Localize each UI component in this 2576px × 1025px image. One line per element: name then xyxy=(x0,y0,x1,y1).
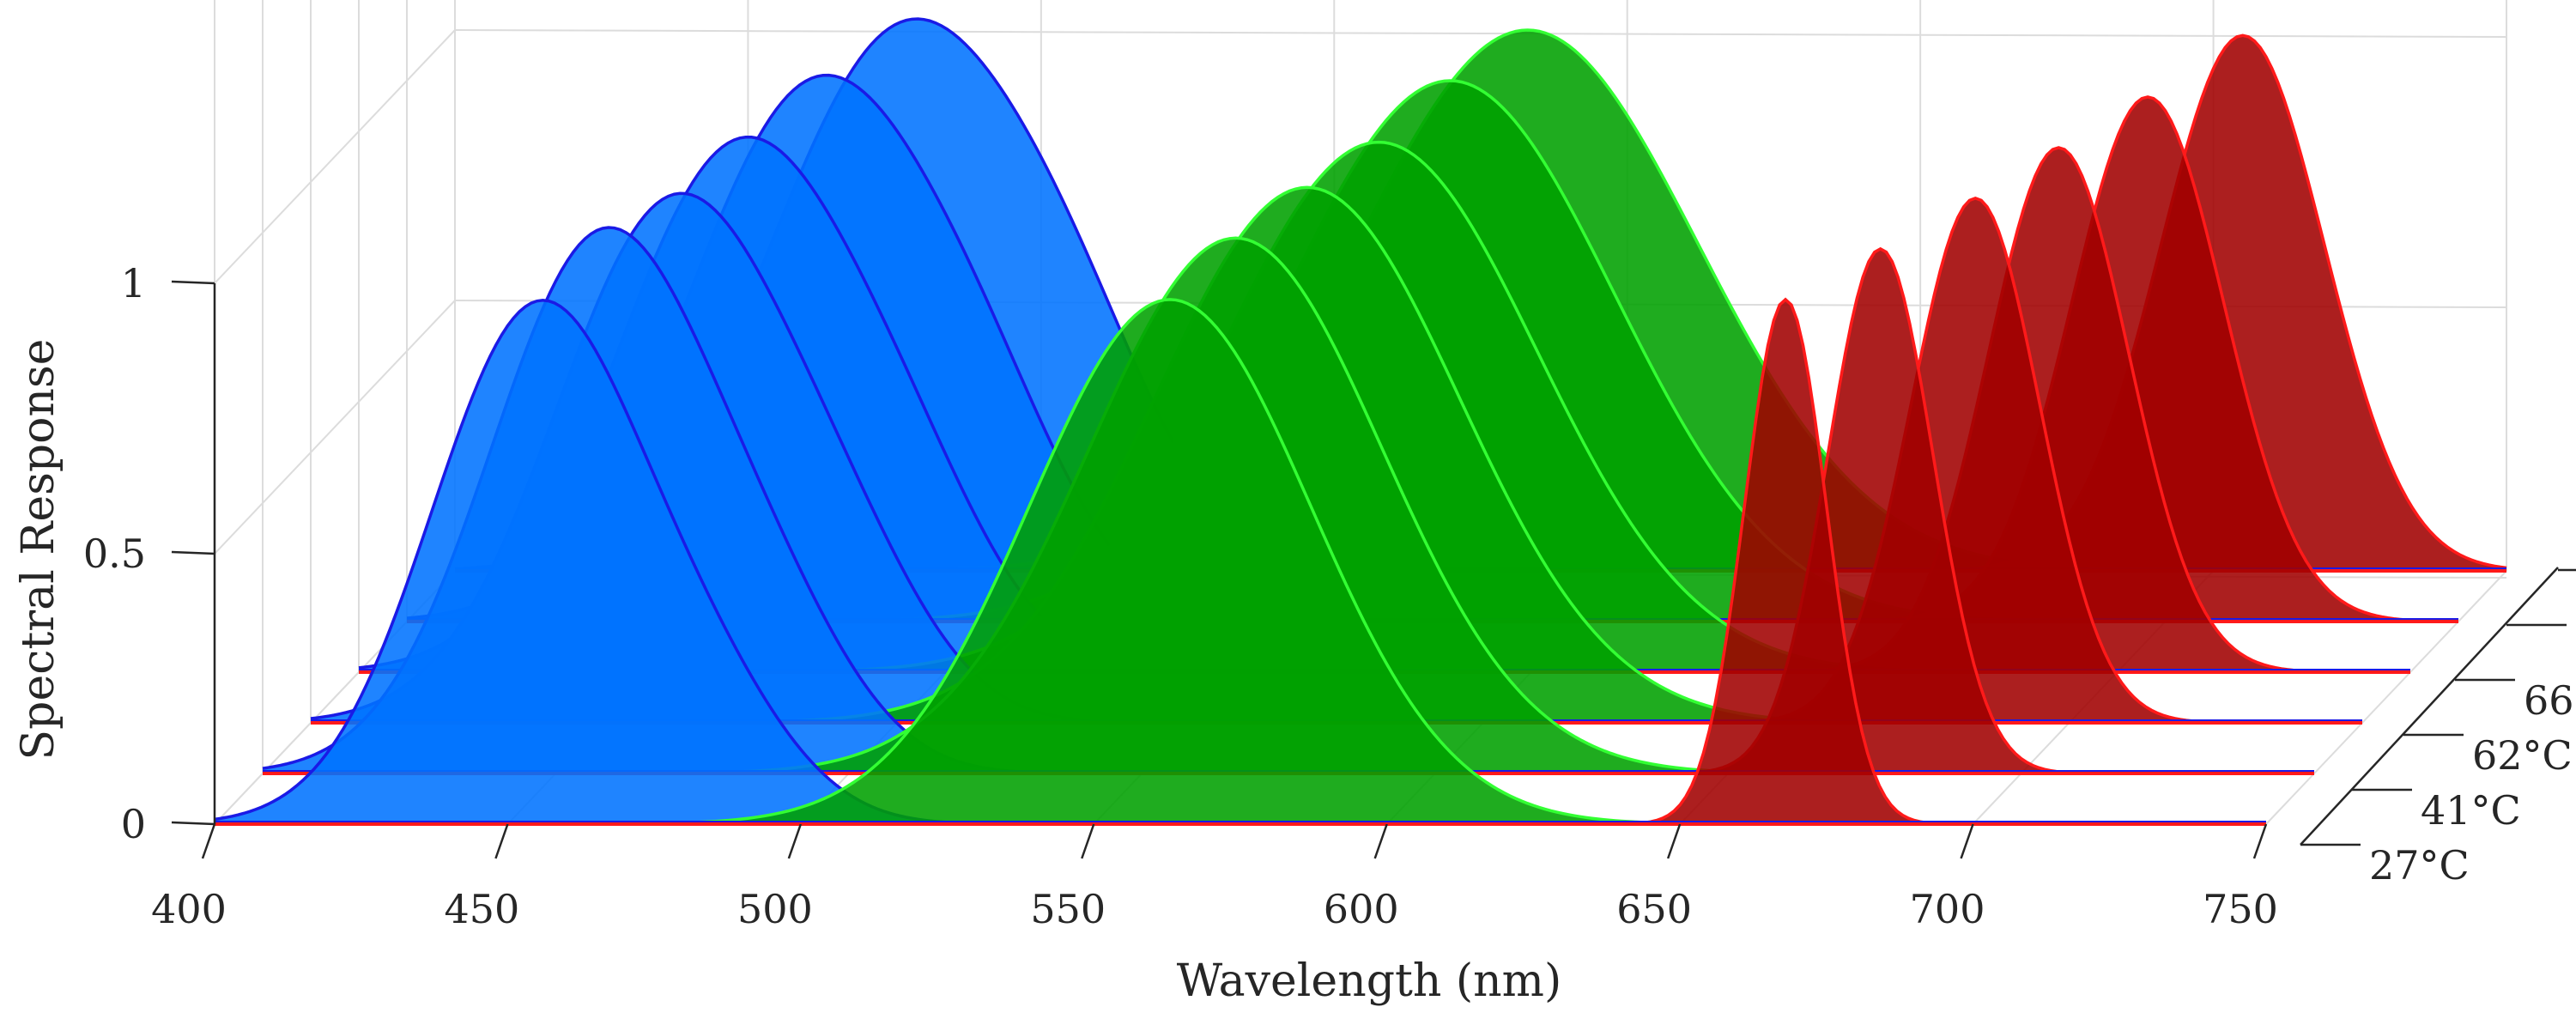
y-axis-label: Spectral Response xyxy=(13,339,64,761)
y-tick-label-1: 1 xyxy=(121,260,146,306)
area-red-41°C xyxy=(1669,248,2092,773)
x-tick-label-650: 650 xyxy=(1616,886,1692,932)
z-tick-label-3: 66°C xyxy=(2524,677,2576,724)
curve-green-27°C xyxy=(607,298,1733,826)
y-tick-0.5 xyxy=(171,550,215,555)
x-tick-500 xyxy=(787,823,803,859)
curve-blue-27°C xyxy=(214,299,960,825)
x-tick-label-500: 500 xyxy=(737,886,813,932)
x-tick-550 xyxy=(1081,823,1095,859)
grid-line-left-h-1 xyxy=(214,300,456,555)
curve-green-41°C xyxy=(649,236,1822,775)
x-tick-700 xyxy=(1960,823,1974,859)
x-tick-label-400: 400 xyxy=(151,886,227,932)
x-tick-label-600: 600 xyxy=(1324,886,1399,932)
area-red-73°C xyxy=(1843,96,2453,622)
z-tick-label-2: 62°C xyxy=(2472,732,2573,779)
x-tick-600 xyxy=(1373,823,1388,859)
z-tick-label-0: 27°C xyxy=(2369,842,2470,889)
grid-line-left-h-2 xyxy=(214,29,456,284)
z-tick-label-1: 41°C xyxy=(2421,787,2521,834)
grid-line-floor-x-7 xyxy=(2265,570,2507,825)
x-tick-400 xyxy=(201,823,216,859)
y-tick-label-0.5: 0.5 xyxy=(83,531,146,577)
curve-red-27°C xyxy=(1621,297,1950,826)
y-tick-label-0: 0 xyxy=(121,801,146,847)
area-blue-27°C xyxy=(215,300,960,825)
y-tick-0 xyxy=(171,821,215,826)
series-layer xyxy=(214,17,2507,826)
area-red-66°C xyxy=(1777,147,2341,672)
z-axis-line xyxy=(2300,567,2559,846)
axis-layer: 400 450 500 550 600 650 700 750 0 0.5 1 27°C 41°C 62°… xyxy=(83,260,2576,932)
y-tick-1 xyxy=(171,280,215,285)
x-tick-750 xyxy=(2252,823,2268,859)
x-tick-650 xyxy=(1666,823,1682,859)
area-green-27°C xyxy=(607,299,1733,824)
x-tick-label-550: 550 xyxy=(1030,886,1106,932)
x-tick-label-450: 450 xyxy=(445,886,520,932)
x-tick-label-700: 700 xyxy=(1910,886,1985,932)
grid-line-back-h-2 xyxy=(454,29,2507,38)
x-axis-label: Wavelength (nm) xyxy=(1177,955,1562,1007)
x-tick-label-750: 750 xyxy=(2203,886,2278,932)
series-27°C xyxy=(214,297,2266,826)
area-red-27°C xyxy=(1621,299,1950,824)
area-red-62°C xyxy=(1717,197,2234,723)
x-tick-450 xyxy=(494,823,509,859)
